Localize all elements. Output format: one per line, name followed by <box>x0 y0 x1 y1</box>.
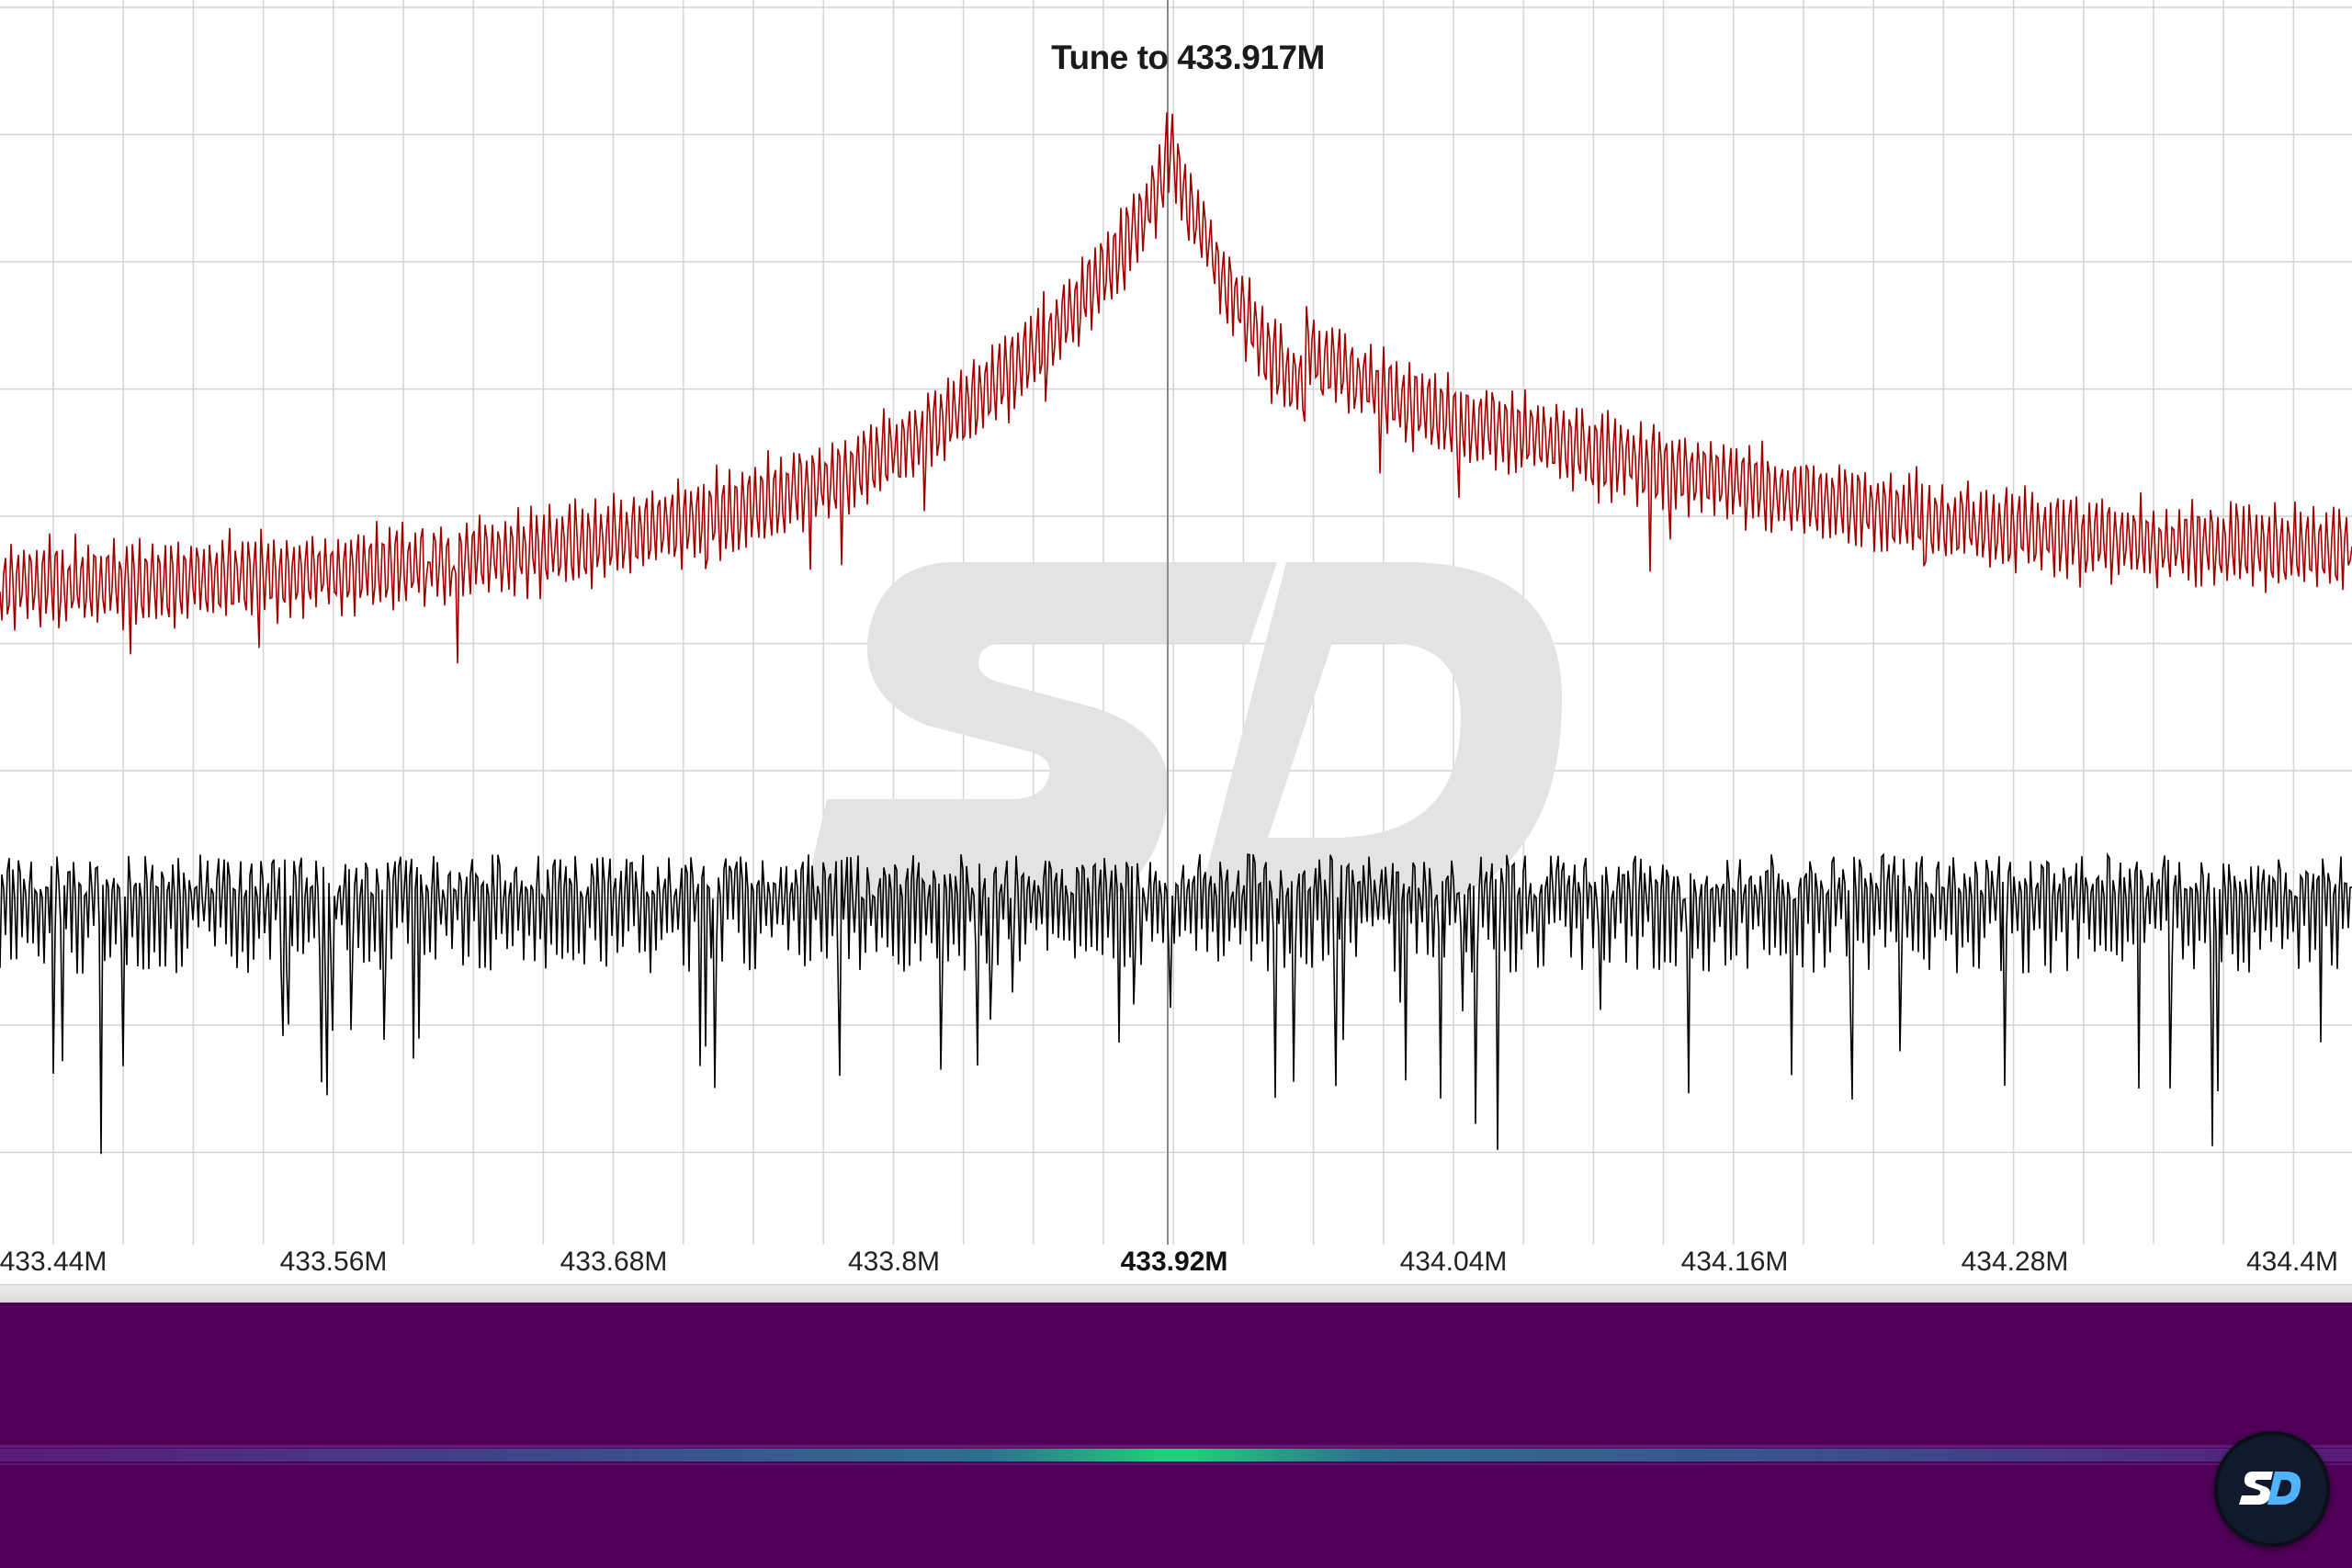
axis-tick-label: 434.4M <box>2245 1247 2339 1277</box>
sd-logo-watermark <box>799 562 1562 919</box>
spectrum-plot[interactable] <box>0 0 2352 1286</box>
axis-tick-label: 433.44M <box>0 1247 107 1277</box>
axis-tick-label: 433.56M <box>279 1247 388 1277</box>
tune-tooltip: Tune to 433.917M <box>1051 39 1325 76</box>
panel-splitter[interactable] <box>0 1284 2352 1303</box>
spectrum-trace <box>0 112 2352 664</box>
axis-tick-label: 433.8M <box>847 1247 941 1277</box>
baseline-trace <box>0 852 2352 1155</box>
axis-tick-label: 434.04M <box>1399 1247 1508 1277</box>
frequency-axis: 433.44M 433.56M 433.68M 433.8M 433.92M 4… <box>0 1245 2352 1289</box>
sd-logo-badge <box>2214 1431 2330 1547</box>
axis-tick-label: 433.68M <box>560 1247 668 1277</box>
axis-tick-label-active: 433.92M <box>1120 1247 1228 1277</box>
spectrum-panel[interactable]: Tune to 433.917M 433.44M 433.56M 433.68M… <box>0 0 2352 1303</box>
waterfall-display[interactable] <box>0 1303 2352 1568</box>
axis-tick-label: 434.28M <box>1961 1247 2069 1277</box>
axis-tick-label: 434.16M <box>1680 1247 1789 1277</box>
sd-logo-icon <box>2239 1472 2301 1505</box>
waterfall-signal-band <box>0 1445 2352 1465</box>
